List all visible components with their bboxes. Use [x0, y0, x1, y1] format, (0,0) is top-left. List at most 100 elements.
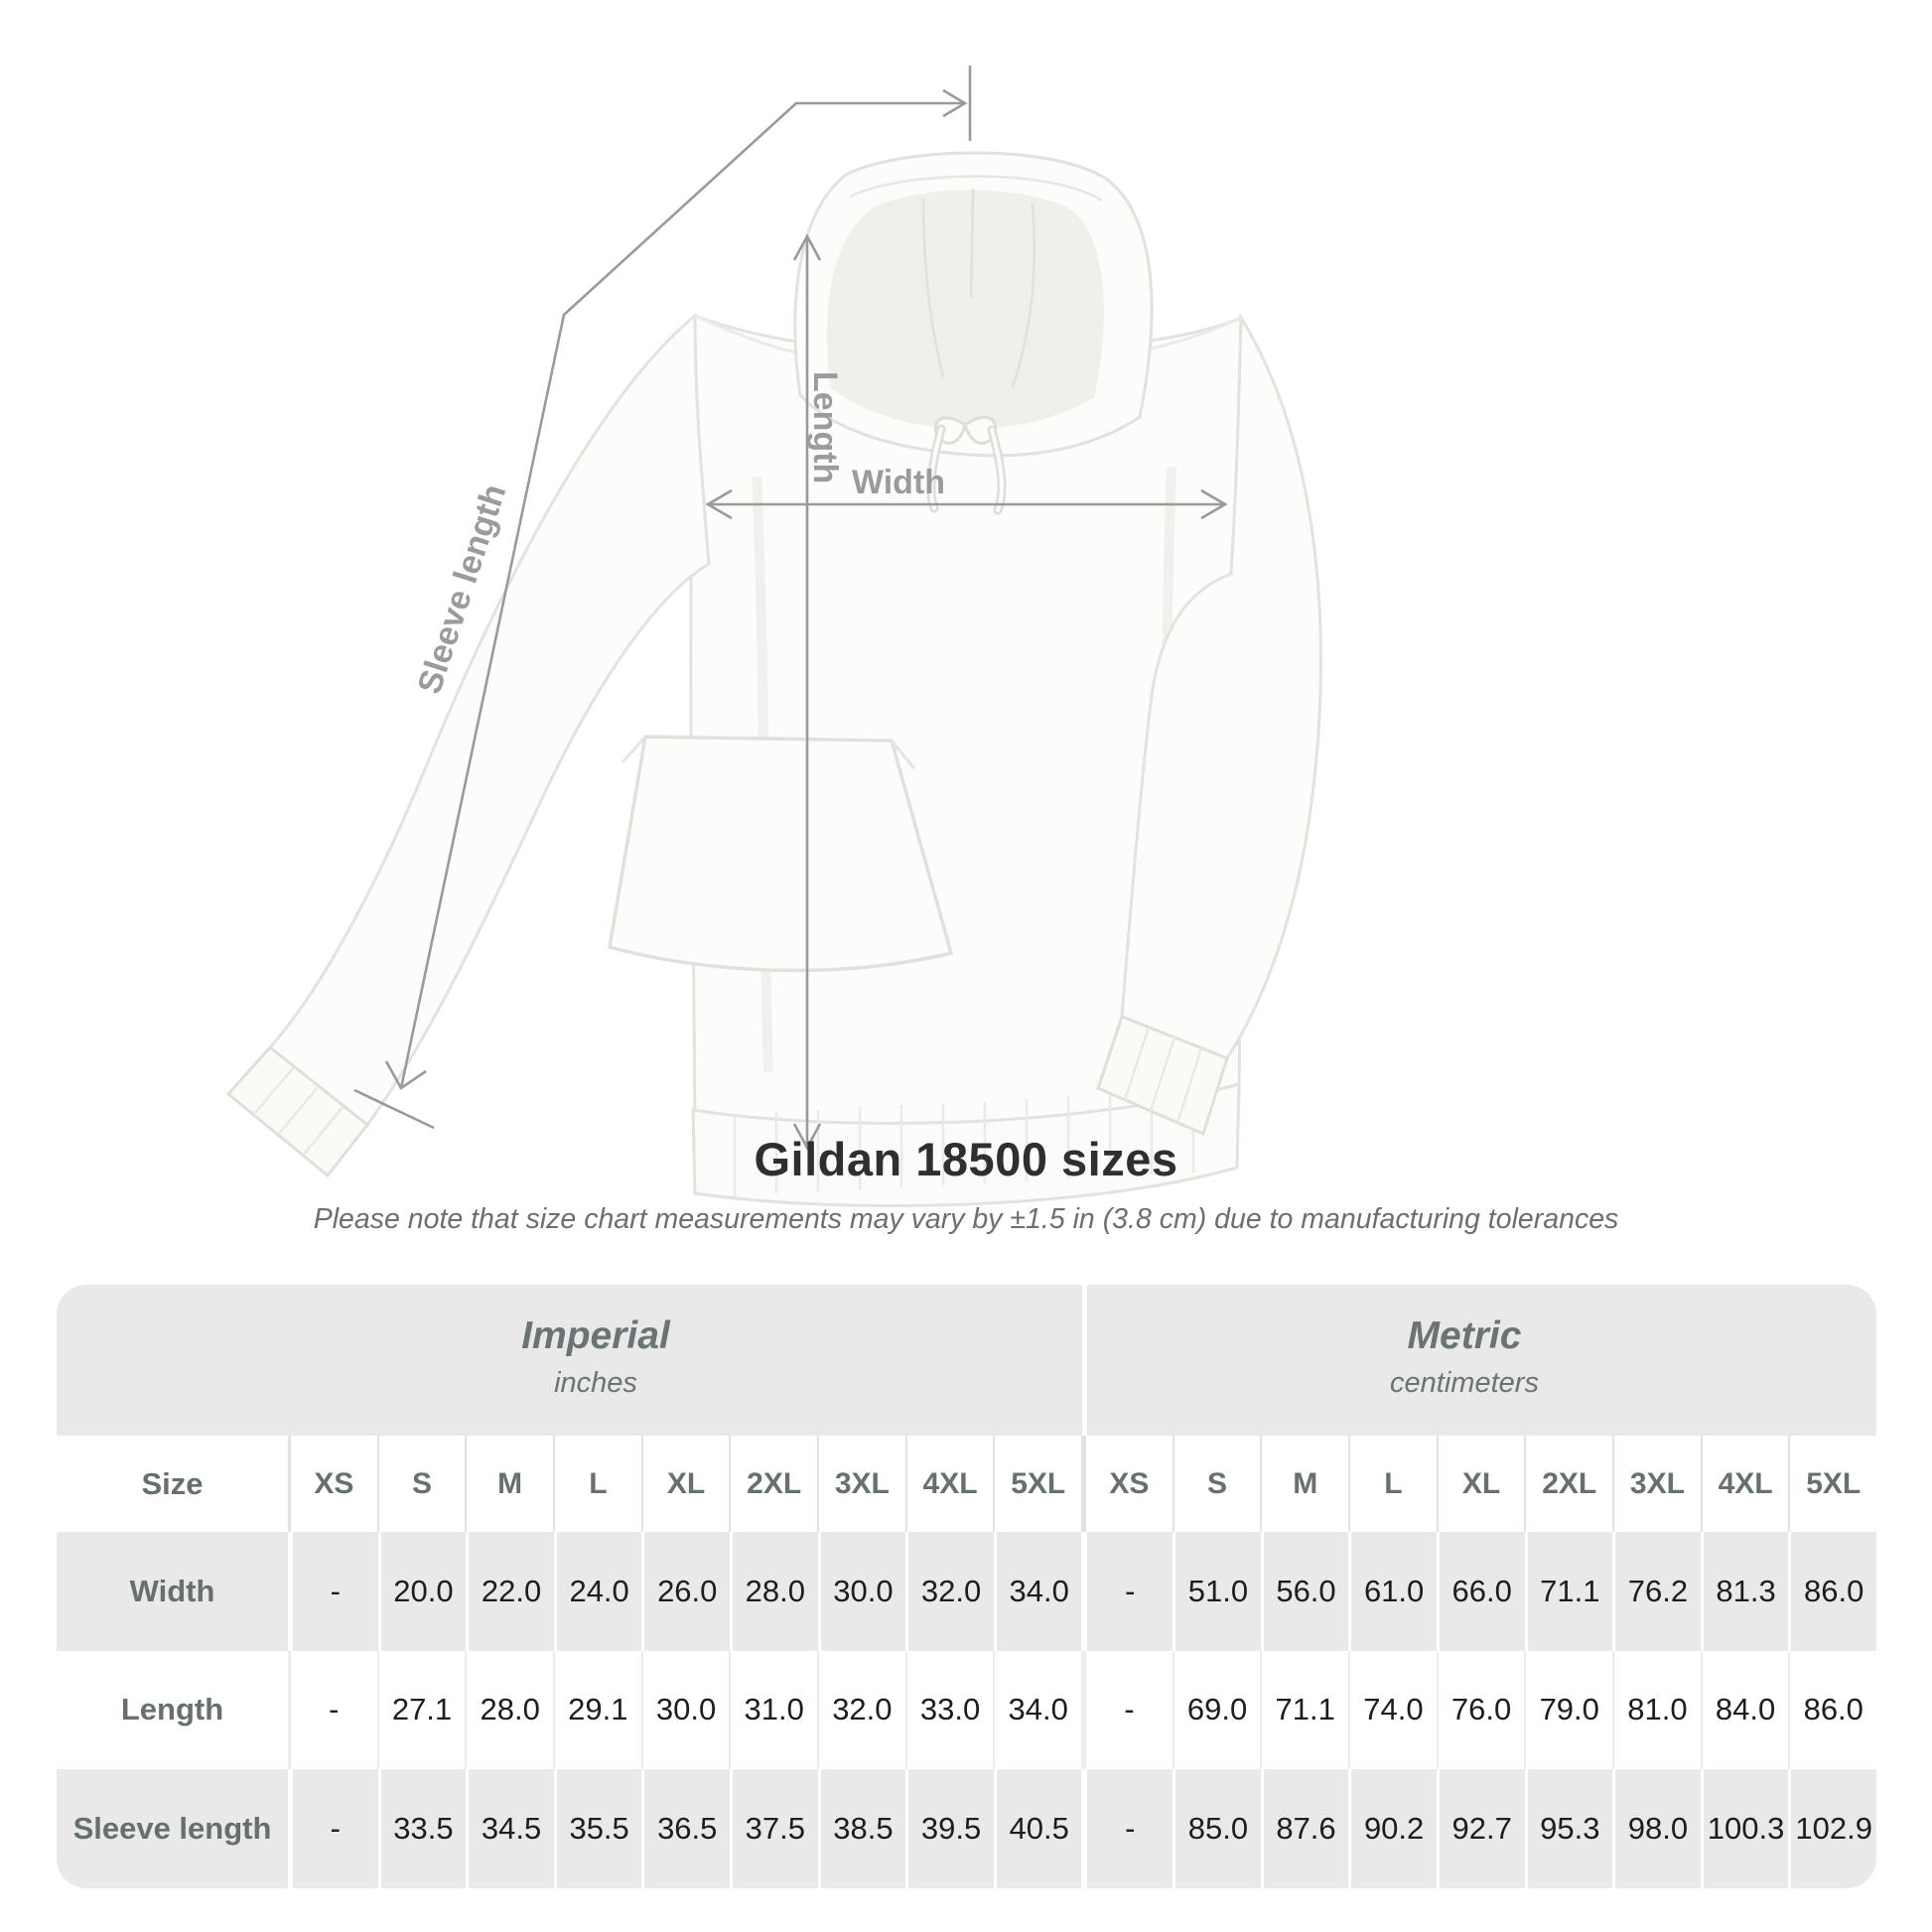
size-header-metric-s: S	[1172, 1436, 1261, 1532]
value-cell: 36.5	[641, 1769, 730, 1888]
size-column-header: Size	[141, 1465, 204, 1501]
size-header-imperial-m: M	[465, 1436, 553, 1532]
value-cell: 24.0	[553, 1532, 642, 1651]
unit-group-metric: Metric centimeters	[1390, 1314, 1539, 1400]
table-body: Width -20.0 22.0 24.0 26.0 28.0 30.0 32.0 34.0-5…	[57, 1532, 1876, 1888]
value-cell: 71.1	[1524, 1532, 1613, 1651]
table-half-divider	[1082, 1285, 1087, 1436]
size-header-metric-l: L	[1348, 1436, 1437, 1532]
value-cell: -	[1081, 1769, 1173, 1888]
value-cell: 26.0	[641, 1532, 730, 1651]
size-header-imperial-5xl: 5XL	[993, 1436, 1081, 1532]
size-header-metric-5xl: 5XL	[1788, 1436, 1876, 1532]
sleeve-length-arrow-line	[399, 101, 965, 1089]
sleeve-arrowhead-bottom	[384, 1060, 427, 1090]
value-cell: 69.0	[1172, 1650, 1261, 1770]
table-row-length: Length -27.1 28.0 29.1 30.0 31.0 32.0 33.0 34.0-…	[57, 1650, 1876, 1770]
value-cell: 84.0	[1700, 1650, 1789, 1770]
table-row-width: Width -20.0 22.0 24.0 26.0 28.0 30.0 32.0 34.0-5…	[57, 1532, 1876, 1651]
hoodie-illustration	[225, 151, 1322, 1208]
size-header-imperial-4xl: 4XL	[904, 1436, 994, 1532]
value-cell: 102.9	[1788, 1769, 1876, 1888]
value-cell: 32.0	[905, 1532, 994, 1651]
width-arrowhead-left	[705, 488, 733, 520]
value-cell: 86.0	[1788, 1532, 1876, 1651]
table-row-sleeve-length: Sleeve length -33.5 34.5 35.5 36.5 37.5 38.5 39…	[57, 1769, 1876, 1888]
tolerance-note: Please note that size chart measurements…	[313, 1203, 1619, 1235]
width-label: Width	[852, 464, 945, 501]
value-cell: 33.0	[904, 1650, 994, 1770]
row-label: Length	[120, 1692, 224, 1727]
value-cell: 86.0	[1788, 1650, 1876, 1770]
value-cell: 29.1	[553, 1650, 641, 1770]
hood-opening	[826, 190, 1104, 429]
imperial-unit: inches	[554, 1367, 637, 1399]
hoodie-measurement-diagram: Width Length Sleeve length	[225, 66, 1322, 1208]
size-header-imperial-xl: XL	[640, 1436, 730, 1532]
value-cell: 20.0	[377, 1532, 467, 1651]
imperial-heading: Imperial	[521, 1314, 670, 1357]
value-cell: 100.3	[1700, 1769, 1789, 1888]
value-cell: 30.0	[640, 1650, 730, 1770]
size-header-metric-xl: XL	[1436, 1436, 1525, 1532]
unit-band: Imperial inches Metric centimeters	[57, 1285, 1876, 1436]
value-cell: 35.5	[553, 1769, 642, 1888]
value-cell: 34.0	[993, 1650, 1081, 1770]
value-cell: 98.0	[1612, 1769, 1701, 1888]
value-cell: 32.0	[817, 1650, 905, 1770]
value-cell: 85.0	[1173, 1769, 1261, 1888]
size-header-imperial-l: L	[553, 1436, 641, 1532]
value-cell: 33.5	[377, 1769, 467, 1888]
size-header-metric-3xl: 3XL	[1612, 1436, 1701, 1532]
pocket-corner-seams	[621, 736, 916, 769]
value-cell: 28.0	[465, 1650, 553, 1770]
value-cell: 56.0	[1260, 1532, 1349, 1651]
length-arrowhead-bottom	[792, 1123, 822, 1151]
value-cell: 95.3	[1524, 1769, 1613, 1888]
length-label: Length	[806, 371, 844, 483]
value-cell: 51.0	[1173, 1532, 1261, 1651]
value-cell: 87.6	[1260, 1769, 1349, 1888]
metric-heading: Metric	[1407, 1314, 1522, 1357]
hood-drawcord-channel	[849, 175, 1103, 203]
value-cell: 74.0	[1348, 1650, 1437, 1770]
value-cell: 27.1	[376, 1650, 466, 1770]
value-cell: 76.0	[1436, 1650, 1525, 1770]
metric-unit: centimeters	[1390, 1367, 1539, 1399]
value-cell: -	[1081, 1650, 1173, 1770]
value-cell: -	[288, 1532, 378, 1651]
value-cell: 76.2	[1612, 1532, 1701, 1651]
value-cell: 61.0	[1348, 1532, 1437, 1651]
value-cell: 28.0	[730, 1532, 818, 1651]
size-header-imperial-s: S	[376, 1436, 466, 1532]
value-cell: 31.0	[729, 1650, 817, 1770]
value-cell: 66.0	[1436, 1532, 1525, 1651]
value-cell: -	[288, 1650, 377, 1770]
size-header-imperial-2xl: 2XL	[729, 1436, 817, 1532]
size-table: Imperial inches Metric centimeters Size …	[57, 1285, 1876, 1888]
left-sleeve	[267, 312, 711, 1128]
sleeve-arrowhead-right	[942, 88, 968, 118]
drawstrings	[926, 415, 1007, 515]
right-cuff-ribs	[1123, 1027, 1203, 1124]
right-sleeve	[1120, 312, 1322, 1060]
hem-rib-lines	[733, 1089, 1195, 1197]
length-arrowhead-top	[792, 233, 822, 261]
size-header-metric-xs: XS	[1081, 1436, 1173, 1532]
value-cell: 39.5	[905, 1769, 994, 1888]
value-cell: -	[288, 1769, 378, 1888]
value-cell: -	[1081, 1532, 1173, 1651]
size-header-imperial-3xl: 3XL	[817, 1436, 905, 1532]
value-cell: 22.0	[466, 1532, 554, 1651]
kangaroo-pocket	[608, 735, 954, 973]
value-cell: 34.5	[466, 1769, 554, 1888]
value-cell: 40.5	[993, 1769, 1082, 1888]
left-cuff-ribs	[252, 1066, 345, 1157]
table-header-row: Size XS S M L XL 2XL 3XL 4XL 5XL XS S M L XL 2XL 3XL 4XL…	[57, 1436, 1876, 1532]
size-header-metric-2xl: 2XL	[1524, 1436, 1612, 1532]
size-header-imperial-xs: XS	[288, 1436, 377, 1532]
title-block: Gildan 18500 sizes Please note that size…	[0, 1132, 1932, 1236]
measurement-overlay	[353, 66, 1228, 1151]
value-cell: 81.3	[1700, 1532, 1789, 1651]
